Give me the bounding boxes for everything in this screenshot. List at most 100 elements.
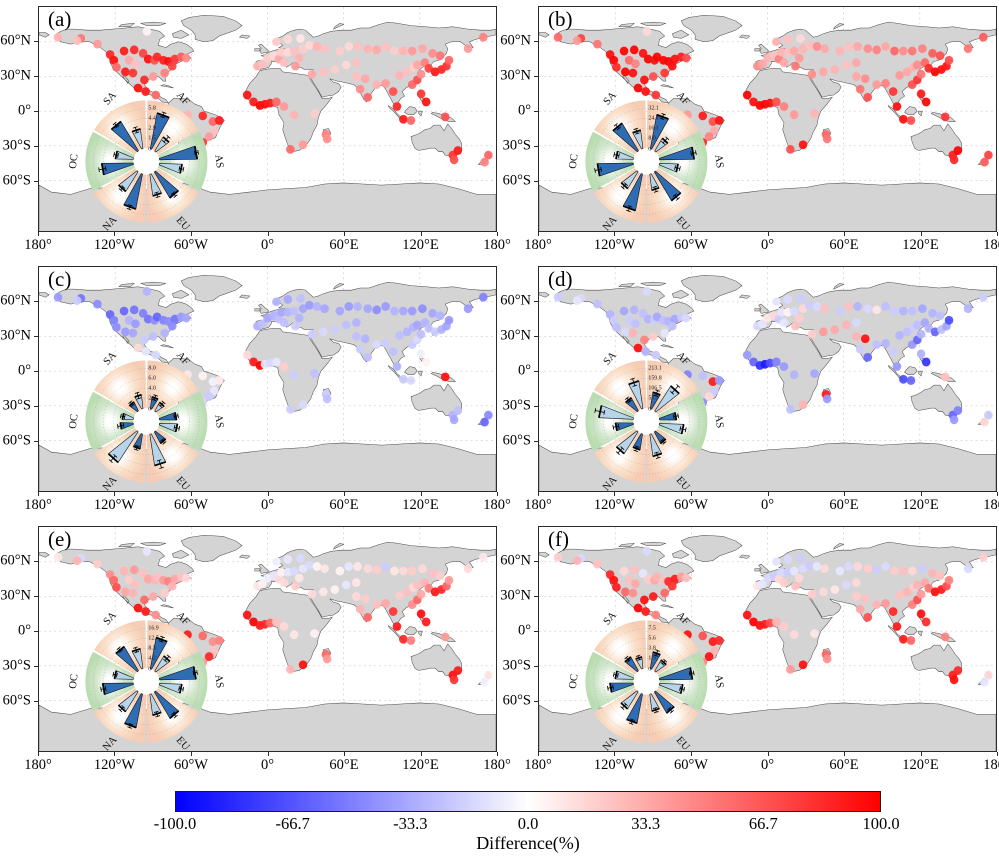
scatter-dot [307,589,317,599]
scatter-dot [844,42,854,51]
rose-grid-circle [122,657,170,705]
scatter-dot [633,83,643,93]
scatter-dot [855,344,865,354]
scatter-dot [209,646,219,656]
y-axis-tick [534,666,538,668]
scatter-dot [921,357,931,367]
rose-error-bar [689,149,697,156]
panel-letter-e: (e) [48,527,72,551]
rose-sector-bg [85,131,135,191]
scatter-dot [428,308,437,318]
scatter-dot [412,60,422,70]
scatter-dot [890,566,899,576]
x-axis-label: 180° [524,497,552,513]
rose-tick-zero: 0 [148,666,151,672]
scatter-dot [681,53,691,63]
x-axis-tick [997,232,998,236]
scatter-dot [93,39,102,49]
scatter-dot [789,566,799,576]
scatter-dot [772,297,781,307]
rose-error-bar [156,458,164,469]
y-axis-tick [34,146,38,148]
rose-error-bar [659,112,666,120]
scatter-dot [407,46,417,56]
y-axis-label: 60°N [0,292,31,309]
scatter-dot [289,110,299,120]
scatter-dot [279,58,289,68]
y-axis-label: 60°S [2,692,31,709]
scatter-dot [353,302,362,311]
rose-grid-circle [93,107,200,215]
scatter-dot [148,72,158,81]
scatter-dot [899,374,908,384]
scatter-dot [480,417,489,427]
rose-tick-label: 53.3 [648,395,658,401]
scatter-dot [953,666,963,675]
colorbar-tick-label: 33.3 [631,814,661,833]
scatter-dot [621,67,630,77]
x-axis-tick [497,492,498,496]
scatter-dot [449,675,459,685]
scatter-dot [296,33,305,43]
scatter-dot [307,69,317,79]
rose-error-bar [612,671,619,678]
y-axis-tick [34,406,38,408]
scatter-dot [772,97,781,107]
scatter-dot [272,297,281,307]
rose-tick-zero: 0 [648,666,651,672]
scatter-dot [892,102,902,111]
scatter-dot [129,45,139,55]
scatter-dot [810,109,819,118]
scatter-dot [912,60,922,70]
rose-error-bar [660,135,669,145]
scatter-dot [916,89,926,99]
scatter-dot [810,629,819,638]
rose-sector-bg [646,99,699,155]
scatter-dot [484,670,493,680]
scatter-dot [416,609,426,619]
scatter-dot [440,112,450,122]
rose-sector-bg [146,359,199,415]
rose-tick-zero: 0 [648,406,651,412]
scatter-dot [810,369,819,378]
y-axis-label: 30°S [2,397,31,414]
scatter-dot [416,589,426,599]
scatter-dot [553,552,563,562]
scatter-dot [352,58,361,68]
rose-tick-label: 32.1 [648,105,658,111]
scatter-dot [418,304,427,314]
colorbar-ticks: -100.0 -66.7 -33.3 0.0 33.3 66.7 100.0 [154,812,900,833]
colorbar-gradient [175,791,881,812]
scatter-dot [444,575,454,585]
scatter-dot [310,629,319,638]
x-axis-label: 180° [24,757,52,773]
y-axis-label: 60°S [502,692,531,709]
scatter-dot [272,357,281,367]
x-axis-label: 180° [983,757,999,773]
scatter-dot [789,110,799,120]
scatter-dot [289,306,299,316]
scatter-dot [152,52,162,62]
scatter-dot [424,323,434,333]
scatter-dot [151,610,161,620]
y-axis-label: 60°N [500,552,531,569]
map-panel-c: (c) 0 2.0 4.0 6.0 8.0 AF SA OC NA EU AS 60°N 30°N 0° 3… [0,266,511,513]
scatter-dot [844,562,854,571]
y-axis-label: 0° [17,102,31,119]
scatter-dot [307,329,317,339]
scatter-dot [631,59,640,69]
scatter-dot [758,319,767,329]
scatter-dot [406,116,416,125]
scatter-dot [642,26,652,36]
scatter-dot [140,335,149,345]
scatter-dot [779,578,789,588]
scatter-dot [924,63,934,73]
scatter-dot [279,318,289,328]
x-axis-tick [767,752,769,756]
x-axis-label: 120°E [902,497,939,513]
x-axis-label: 0° [260,237,275,253]
y-axis-label: 60°S [502,432,531,449]
scatter-dot [629,45,639,55]
rose-error-bar [620,181,628,190]
scatter-dot [805,300,814,310]
